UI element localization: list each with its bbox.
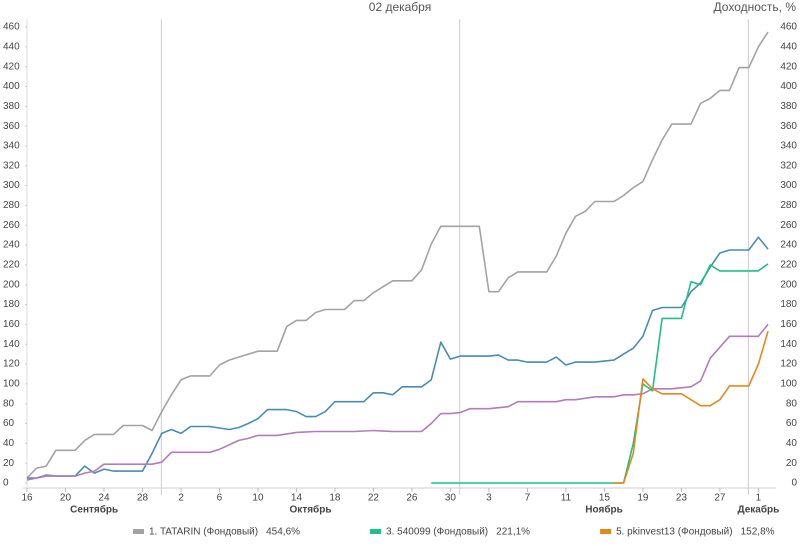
legend-value: 152,8% [741, 527, 775, 538]
y-tick-label: 100 [3, 379, 20, 390]
month-label: Декабрь [737, 504, 779, 516]
y-tick-label-right: 440 [780, 41, 797, 52]
y-tick-label-right: 340 [780, 141, 797, 152]
x-tick-label: 24 [98, 493, 110, 504]
y-tick-label-right: 360 [780, 121, 797, 132]
month-label: Сентябрь [70, 504, 118, 516]
series-line [27, 236, 769, 479]
y-tick-label: 240 [3, 240, 20, 251]
x-tick-label: 11 [561, 493, 572, 504]
legend-value: 221,1% [496, 527, 530, 538]
chart-title: 02 декабря [369, 0, 431, 14]
x-tick-label: 3 [486, 493, 492, 504]
y-tick-label: 40 [3, 438, 15, 449]
y-tick-label-right: 400 [780, 81, 797, 92]
legend-value: 454,6% [266, 527, 300, 538]
y-tick-label-right: 40 [786, 438, 798, 449]
y-tick-label-right: 80 [786, 398, 798, 409]
y-tick-label: 200 [3, 279, 20, 290]
x-tick-label: 23 [676, 493, 688, 504]
y-tick-label: 400 [3, 81, 20, 92]
x-tick-label: 15 [599, 493, 611, 504]
y-tick-label-right: 140 [780, 339, 797, 350]
y-tick-label: 320 [3, 160, 20, 171]
y-tick-label-right: 160 [780, 319, 797, 330]
series-line [26, 323, 769, 481]
y-tick-label: 220 [3, 260, 20, 271]
x-tick-label: 16 [21, 493, 33, 504]
y-tick-label-right: 180 [780, 299, 797, 310]
y-tick-label-right: 20 [786, 458, 798, 469]
y-tick-label: 60 [3, 418, 15, 429]
y-tick-label: 0 [3, 478, 9, 489]
x-tick-label: 30 [445, 493, 457, 504]
x-tick-label: 10 [252, 493, 264, 504]
y-tick-label-right: 120 [780, 359, 797, 370]
y-tick-label-right: 100 [780, 379, 797, 390]
y-tick-label: 20 [3, 458, 15, 469]
legend-label: 5. pkinvest13 (Фондовый) [616, 527, 733, 538]
y-axis-label: Доходность, % [714, 0, 797, 14]
y-tick-label: 460 [3, 22, 20, 33]
month-label: Ноябрь [585, 504, 622, 516]
series-line [431, 263, 769, 484]
x-tick-label: 14 [291, 493, 303, 504]
y-tick-label: 440 [3, 41, 20, 52]
y-tick-label: 140 [3, 339, 20, 350]
x-tick-label: 19 [637, 493, 649, 504]
y-tick-label: 380 [3, 101, 20, 112]
x-tick-label: 28 [137, 493, 149, 504]
x-tick-label: 22 [368, 493, 380, 504]
x-tick-label: 6 [217, 493, 223, 504]
x-tick-label: 27 [714, 493, 726, 504]
y-tick-label-right: 320 [780, 160, 797, 171]
y-tick-label: 420 [3, 61, 20, 72]
x-tick-label: 1 [756, 493, 762, 504]
legend-label: 3. 540099 (Фондовый) [386, 527, 488, 538]
y-tick-label-right: 0 [791, 478, 797, 489]
month-label: Октябрь [290, 504, 332, 516]
y-tick-label-right: 60 [786, 418, 798, 429]
y-tick-label-right: 200 [780, 279, 797, 290]
legend-swatch [133, 529, 144, 534]
y-tick-label: 300 [3, 180, 20, 191]
y-tick-label-right: 260 [780, 220, 797, 231]
y-tick-label: 120 [3, 359, 20, 370]
series-line [614, 331, 769, 484]
y-tick-label-right: 300 [780, 180, 797, 191]
series-line [26, 31, 769, 479]
y-tick-label: 280 [3, 200, 20, 211]
legend-swatch [600, 529, 612, 534]
y-tick-label-right: 460 [780, 22, 797, 33]
x-tick-label: 7 [525, 493, 531, 504]
y-tick-label-right: 220 [780, 260, 797, 271]
x-tick-label: 26 [406, 493, 418, 504]
y-tick-label: 360 [3, 121, 20, 132]
y-tick-label-right: 380 [780, 101, 797, 112]
y-tick-label: 180 [3, 299, 20, 310]
y-tick-label-right: 420 [780, 61, 797, 72]
x-tick-label: 18 [329, 493, 341, 504]
legend-label: 1. TATARIN (Фондовый) [149, 527, 258, 538]
y-tick-label-right: 280 [780, 200, 797, 211]
x-tick-label: 20 [60, 493, 72, 504]
legend-swatch [370, 529, 382, 534]
x-tick-label: 2 [178, 493, 184, 504]
y-tick-label: 160 [3, 319, 20, 330]
y-tick-label-right: 240 [780, 240, 797, 251]
y-tick-label: 260 [3, 220, 20, 231]
y-tick-label: 80 [3, 398, 15, 409]
y-tick-label: 340 [3, 141, 20, 152]
